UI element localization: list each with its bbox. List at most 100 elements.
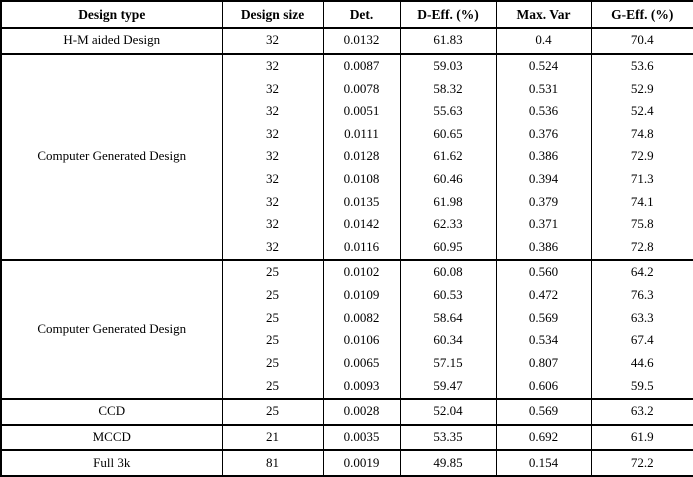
- value-cell: 0.371: [495, 213, 592, 237]
- value-cell: 32: [221, 145, 324, 169]
- value-cell: 64.2: [590, 260, 693, 285]
- value-cell: 52.04: [399, 399, 497, 425]
- value-cell: 49.85: [399, 450, 497, 476]
- value-cell: 0.379: [495, 190, 592, 214]
- design-type-cell: H-M aided Design: [0, 28, 223, 54]
- table-row: Computer Generated Design 25 0.0102 60.08 0.…: [0, 260, 693, 400]
- value-cell: 72.9: [590, 145, 693, 169]
- value-cell: 0.807: [495, 352, 592, 375]
- table-row: 32 0.0135 61.98 0.379 74.1: [1, 190, 693, 214]
- table-row: 25 0.0093 59.47 0.606 59.5: [1, 374, 693, 400]
- value-cell: 0.692: [495, 424, 592, 451]
- value-cell: 0.0087: [322, 53, 401, 78]
- value-cell: 72.2: [590, 450, 693, 476]
- table-section-4: MCCD 21 0.0035 53.35 0.692 61.9: [0, 424, 693, 451]
- value-cell: 60.53: [399, 284, 497, 307]
- value-cell: 0.0106: [322, 329, 401, 353]
- value-cell: 25: [221, 307, 324, 330]
- value-cell: 60.08: [399, 260, 497, 285]
- value-cell: 32: [221, 168, 324, 191]
- value-cell: 61.62: [399, 145, 497, 169]
- column-header-2: Det.: [322, 1, 401, 29]
- value-cell: 0.606: [495, 374, 592, 400]
- value-cell: 60.34: [399, 329, 497, 353]
- value-cell: 57.15: [399, 352, 497, 375]
- value-cell: 63.3: [590, 307, 693, 330]
- value-cell: 55.63: [399, 100, 497, 123]
- value-cell: 0.560: [495, 260, 592, 285]
- value-cell: 0.569: [495, 307, 592, 330]
- value-cell: 0.0109: [322, 284, 401, 307]
- value-cell: 32: [221, 100, 324, 123]
- table-section-3: CCD 25 0.0028 52.04 0.569 63.2: [0, 399, 693, 425]
- value-cell: 0.0128: [322, 145, 401, 169]
- value-cell: 0.472: [495, 284, 592, 307]
- design-type-cell: MCCD: [0, 424, 223, 451]
- value-cell: 70.4: [590, 28, 693, 54]
- table-row: 25 0.0106 60.34 0.534 67.4: [1, 329, 693, 353]
- table-row: 25 0.0082 58.64 0.569 63.3: [1, 307, 693, 330]
- value-cell: 32: [221, 53, 324, 78]
- value-cell: 32: [221, 213, 324, 237]
- value-cell: 72.8: [590, 236, 693, 261]
- value-cell: 63.2: [590, 399, 693, 425]
- table-row: H-M aided Design 32 0.0132 61.83 0.4 70.4: [0, 28, 693, 54]
- value-cell: 59.47: [399, 374, 497, 400]
- value-cell: 0.386: [495, 145, 592, 169]
- value-cell: 0.0135: [322, 190, 401, 214]
- value-cell: 74.8: [590, 122, 693, 146]
- column-header-1: Design size: [221, 1, 324, 29]
- value-cell: 59.5: [590, 374, 693, 400]
- value-cell: 0.0028: [322, 399, 401, 425]
- value-cell: 0.569: [495, 399, 592, 425]
- value-cell: 25: [221, 374, 324, 400]
- value-cell: 60.65: [399, 122, 497, 146]
- value-cell: 52.4: [590, 100, 693, 123]
- value-cell: 0.531: [495, 77, 592, 101]
- column-header-0: Design type: [0, 1, 223, 29]
- value-cell: 25: [221, 352, 324, 375]
- value-cell: 32: [221, 122, 324, 146]
- value-cell: 53.6: [590, 53, 693, 78]
- value-cell: 0.0065: [322, 352, 401, 375]
- value-cell: 60.46: [399, 168, 497, 191]
- value-cell: 25: [221, 260, 324, 285]
- column-header-4: Max. Var: [495, 1, 592, 29]
- value-cell: 0.0111: [322, 122, 401, 146]
- value-cell: 0.0051: [322, 100, 401, 123]
- column-header-3: D-Eff. (%): [399, 1, 497, 29]
- design-type-cell: Full 3k: [0, 450, 223, 476]
- value-cell: 0.0078: [322, 77, 401, 101]
- table-row: 32 0.0116 60.95 0.386 72.8: [1, 236, 693, 261]
- value-cell: 61.83: [399, 28, 497, 54]
- value-cell: 25: [221, 329, 324, 353]
- value-cell: 67.4: [590, 329, 693, 353]
- table-row: 32 0.0078 58.32 0.531 52.9: [1, 77, 693, 101]
- table-row: Computer Generated Design 32 0.0087 59.03 0.…: [0, 53, 693, 261]
- table-section-0: H-M aided Design 32 0.0132 61.83 0.4 70.4: [0, 28, 693, 54]
- value-cell: 74.1: [590, 190, 693, 214]
- design-type-cell: CCD: [0, 399, 223, 425]
- column-header-5: G-Eff. (%): [590, 1, 693, 29]
- table-row: Full 3k 81 0.0019 49.85 0.154 72.2: [0, 450, 693, 476]
- value-cell: 0.0019: [322, 450, 401, 476]
- value-cell: 0.0142: [322, 213, 401, 237]
- value-cell: 0.524: [495, 53, 592, 78]
- table-section-2: Computer Generated Design 25 0.0102 60.08 0.…: [0, 260, 693, 400]
- table-row: 25 0.0065 57.15 0.807 44.6: [1, 352, 693, 375]
- value-cell: 75.8: [590, 213, 693, 237]
- value-cell: 0.376: [495, 122, 592, 146]
- value-cell: 76.3: [590, 284, 693, 307]
- value-cell: 32: [221, 28, 324, 54]
- value-cell: 0.0082: [322, 307, 401, 330]
- value-cell: 32: [221, 77, 324, 101]
- table-section-5: Full 3k 81 0.0019 49.85 0.154 72.2: [0, 450, 693, 476]
- value-cell: 0.0102: [322, 260, 401, 285]
- value-cell: 0.386: [495, 236, 592, 261]
- value-cell: 71.3: [590, 168, 693, 191]
- value-cell: 61.9: [590, 424, 693, 451]
- table-row: 32 0.0111 60.65 0.376 74.8: [1, 122, 693, 146]
- table-section-1: Computer Generated Design 32 0.0087 59.03 0.…: [0, 53, 693, 261]
- value-cell: 62.33: [399, 213, 497, 237]
- value-cell: 32: [221, 236, 324, 261]
